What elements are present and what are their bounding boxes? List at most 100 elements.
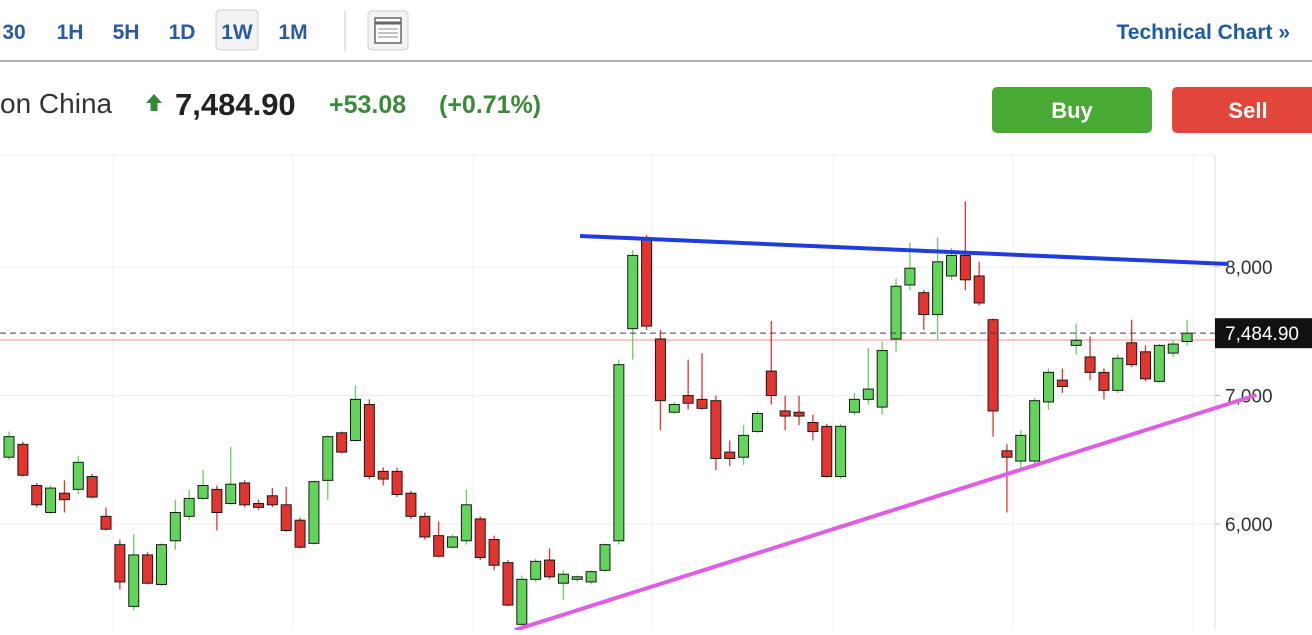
candle-body bbox=[682, 395, 694, 404]
candle-body bbox=[1084, 356, 1096, 373]
candle-body bbox=[308, 481, 320, 544]
candle-body bbox=[835, 425, 847, 478]
candle-body bbox=[363, 404, 375, 478]
candle-body bbox=[530, 560, 542, 580]
change: +53.08 bbox=[329, 91, 406, 119]
price: 7,484.90 bbox=[175, 87, 296, 122]
interval-button[interactable]: 1M bbox=[278, 21, 307, 44]
candle-body bbox=[641, 239, 653, 327]
candle-body bbox=[155, 544, 167, 585]
candle-body bbox=[294, 519, 306, 548]
selected-box bbox=[215, 9, 259, 51]
price-tag-label: 7,484.90 bbox=[1225, 324, 1299, 345]
candle-body bbox=[1029, 400, 1041, 462]
candle-body bbox=[571, 576, 583, 580]
candle-body bbox=[599, 544, 611, 571]
candle-body bbox=[433, 535, 445, 557]
candle-body bbox=[668, 404, 680, 413]
candle-body bbox=[17, 443, 29, 476]
sell-label[interactable]: Sell bbox=[1228, 98, 1267, 123]
candle-body bbox=[31, 485, 43, 506]
candle-body bbox=[1001, 450, 1013, 458]
candle-body bbox=[765, 370, 777, 397]
price-tag bbox=[1215, 318, 1312, 349]
toolbar: 30 1H 5H 1D 1W 1M Technical Chart » bbox=[0, 9, 1312, 62]
candle-body bbox=[516, 578, 528, 625]
candle-body bbox=[488, 538, 500, 566]
candle-body bbox=[460, 504, 472, 542]
candle-body bbox=[862, 388, 874, 400]
interval-button[interactable]: 1D bbox=[169, 21, 196, 44]
candle-body bbox=[654, 338, 666, 402]
candle-body bbox=[183, 497, 195, 517]
candle-body bbox=[1043, 371, 1054, 403]
candle-body bbox=[1112, 357, 1124, 391]
interval-button[interactable]: 1H bbox=[57, 21, 84, 44]
candle-body bbox=[696, 398, 708, 409]
candle-body bbox=[1056, 379, 1068, 388]
candle-body bbox=[627, 254, 639, 330]
candle-body bbox=[322, 436, 334, 481]
candle-body bbox=[779, 410, 791, 417]
candle-body bbox=[1126, 342, 1138, 366]
technical-chart-link[interactable]: Technical Chart » bbox=[1117, 21, 1291, 44]
candle-body bbox=[391, 470, 403, 496]
candle-body bbox=[821, 425, 833, 478]
candle-body bbox=[45, 487, 57, 514]
buy-button[interactable] bbox=[992, 87, 1152, 133]
trend-line bbox=[514, 393, 1258, 632]
sell-button[interactable] bbox=[1172, 87, 1312, 133]
candle-body bbox=[585, 571, 597, 583]
candle-body bbox=[252, 503, 264, 508]
candle-body bbox=[807, 422, 819, 433]
interval-button[interactable]: 30 bbox=[2, 21, 25, 44]
candle-body bbox=[419, 515, 431, 538]
candle-body bbox=[280, 504, 292, 532]
interval-button[interactable]: 1W bbox=[221, 21, 253, 44]
candle-body bbox=[128, 554, 140, 607]
quote: on China 7,484.90 +53.08 (+0.71%) Buy Se… bbox=[0, 87, 1312, 133]
candle-body bbox=[959, 254, 971, 281]
candle-body bbox=[987, 319, 999, 412]
candle-body bbox=[1167, 343, 1179, 354]
candle-body bbox=[86, 476, 98, 498]
candle-body bbox=[58, 492, 70, 501]
candle-body bbox=[904, 267, 916, 286]
candle-body bbox=[474, 518, 486, 558]
candle-body bbox=[266, 495, 278, 506]
candle-body bbox=[751, 413, 763, 433]
candle-body bbox=[336, 432, 348, 453]
candle-body bbox=[142, 554, 154, 584]
interval-button[interactable]: 5H bbox=[113, 21, 140, 44]
candle-body bbox=[918, 292, 930, 316]
y-tick-label: 8,000 bbox=[1225, 258, 1273, 279]
buy-label[interactable]: Buy bbox=[1051, 98, 1093, 123]
candle-body bbox=[945, 254, 957, 277]
candle-body bbox=[710, 400, 722, 460]
up-arrow bbox=[146, 94, 162, 111]
candle-body bbox=[890, 285, 902, 340]
candle-body bbox=[544, 559, 556, 578]
candle-body bbox=[738, 434, 750, 458]
y-tick-label: 6,000 bbox=[1225, 515, 1273, 536]
candle-body bbox=[557, 573, 569, 584]
candle-body bbox=[225, 483, 237, 505]
candle-body bbox=[1015, 434, 1027, 462]
candle-body bbox=[72, 461, 84, 490]
candle-body bbox=[502, 562, 514, 606]
candle-body bbox=[3, 436, 15, 458]
candle-body bbox=[197, 485, 209, 499]
candle-body bbox=[447, 536, 459, 548]
candle-body bbox=[724, 451, 736, 460]
candle-body bbox=[1140, 351, 1152, 380]
candle-body bbox=[876, 350, 888, 408]
candle-body bbox=[973, 275, 985, 304]
candle-body bbox=[169, 512, 181, 542]
layout-icon[interactable] bbox=[367, 10, 409, 51]
candle-body bbox=[932, 261, 944, 316]
candle-body bbox=[1181, 332, 1193, 343]
candle-body bbox=[100, 515, 112, 530]
